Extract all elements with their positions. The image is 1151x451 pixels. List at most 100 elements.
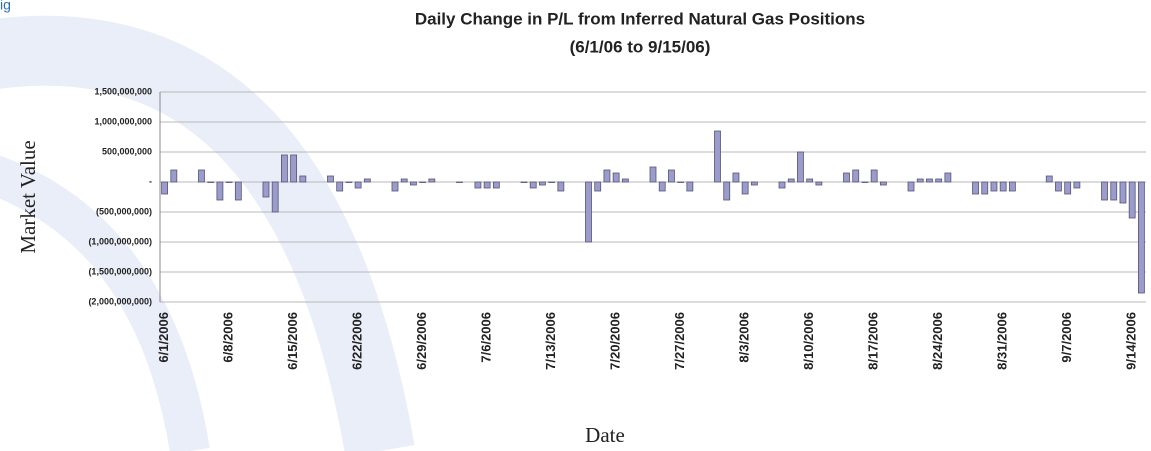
bar xyxy=(1128,181,1136,219)
bar xyxy=(207,181,215,183)
bar xyxy=(990,181,998,192)
x-tick-label: 6/1/2006 xyxy=(156,312,171,363)
y-tick-label: 1,500,000,000 xyxy=(94,86,152,96)
x-tick-label: 8/10/2006 xyxy=(801,312,816,370)
bar xyxy=(400,178,408,183)
bar xyxy=(529,181,537,189)
bar xyxy=(1064,181,1072,195)
bar xyxy=(870,169,878,183)
y-tick-label: (1,500,000,000) xyxy=(88,266,152,276)
bar xyxy=(603,169,611,183)
bar xyxy=(944,172,952,183)
bar xyxy=(797,151,804,183)
bar xyxy=(649,166,657,183)
bar xyxy=(714,130,721,183)
bar xyxy=(677,181,685,183)
x-tick-label: 7/27/2006 xyxy=(672,312,687,370)
bar xyxy=(1045,175,1053,183)
bar xyxy=(548,181,556,183)
bar xyxy=(474,181,482,189)
y-tick-label: 500,000,000 xyxy=(102,146,152,156)
bar xyxy=(262,181,270,198)
bar xyxy=(520,181,528,183)
bar xyxy=(585,181,592,243)
bar xyxy=(336,181,344,192)
y-tick-label: - xyxy=(149,176,152,186)
bar xyxy=(879,181,887,186)
bar xyxy=(198,169,205,183)
bar xyxy=(1008,181,1016,192)
bar xyxy=(916,178,924,183)
x-tick-label: 9/14/2006 xyxy=(1124,312,1139,370)
x-tick-label: 8/3/2006 xyxy=(737,312,752,363)
chart-title: Daily Change in P/L from Inferred Natura… xyxy=(415,9,865,28)
bar xyxy=(723,181,731,201)
bar xyxy=(345,181,353,183)
bar xyxy=(225,181,233,183)
chart-subtitle: (6/1/06 to 9/15/06) xyxy=(570,37,711,56)
bar xyxy=(410,181,417,186)
bar xyxy=(621,178,629,183)
y-axis-label: Market Value xyxy=(16,140,40,253)
bar xyxy=(787,178,795,183)
x-tick-label: 6/15/2006 xyxy=(285,312,300,370)
bar xyxy=(391,181,399,192)
bar xyxy=(557,181,565,192)
bar xyxy=(806,178,814,183)
bar xyxy=(492,181,500,189)
x-tick-label: 9/7/2006 xyxy=(1059,312,1074,363)
bar xyxy=(594,181,602,192)
bar xyxy=(234,181,242,201)
bar xyxy=(907,181,915,192)
bar xyxy=(778,181,786,189)
bar xyxy=(428,178,436,183)
x-axis-label: Date xyxy=(585,423,625,447)
watermark xyxy=(0,15,415,451)
bar xyxy=(363,178,371,183)
bar xyxy=(1137,181,1145,294)
bar xyxy=(741,181,749,195)
x-tick-label: 6/22/2006 xyxy=(350,312,365,370)
x-tick-label: 7/13/2006 xyxy=(543,312,558,370)
figure-label: ig xyxy=(0,0,11,13)
bar xyxy=(815,181,823,186)
bar xyxy=(1101,181,1108,201)
bar xyxy=(1073,181,1081,189)
bar xyxy=(658,181,666,192)
bar xyxy=(1110,181,1118,201)
x-tick-label: 8/17/2006 xyxy=(866,312,881,370)
bar xyxy=(271,181,279,213)
y-tick-label: 1,000,000,000 xyxy=(94,116,152,126)
x-tick-label: 7/20/2006 xyxy=(608,312,623,370)
bar xyxy=(843,172,850,183)
bar xyxy=(999,181,1007,192)
bar xyxy=(935,178,943,183)
x-tick-label: 7/6/2006 xyxy=(479,312,494,363)
bar xyxy=(1055,181,1062,192)
bar xyxy=(750,181,758,186)
bar xyxy=(926,178,933,183)
bar xyxy=(419,181,427,183)
y-tick-label: (1,000,000,000) xyxy=(88,236,152,246)
bar xyxy=(456,181,463,183)
bar xyxy=(290,154,298,183)
bar xyxy=(852,169,860,183)
bar xyxy=(483,181,491,189)
bar xyxy=(170,169,178,183)
bar xyxy=(861,181,869,183)
y-tick-label: (500,000,000) xyxy=(96,206,152,216)
bar xyxy=(161,181,169,195)
x-tick-label: 6/29/2006 xyxy=(414,312,429,370)
bar xyxy=(299,175,307,183)
bar xyxy=(612,172,620,183)
bar xyxy=(539,181,546,186)
bar xyxy=(216,181,224,201)
bar xyxy=(972,181,979,195)
x-tick-label: 8/24/2006 xyxy=(930,312,945,370)
x-tick-label: 8/31/2006 xyxy=(995,312,1010,370)
bar xyxy=(668,169,675,183)
bar xyxy=(732,172,740,183)
bar xyxy=(686,181,694,192)
bar xyxy=(354,181,362,189)
